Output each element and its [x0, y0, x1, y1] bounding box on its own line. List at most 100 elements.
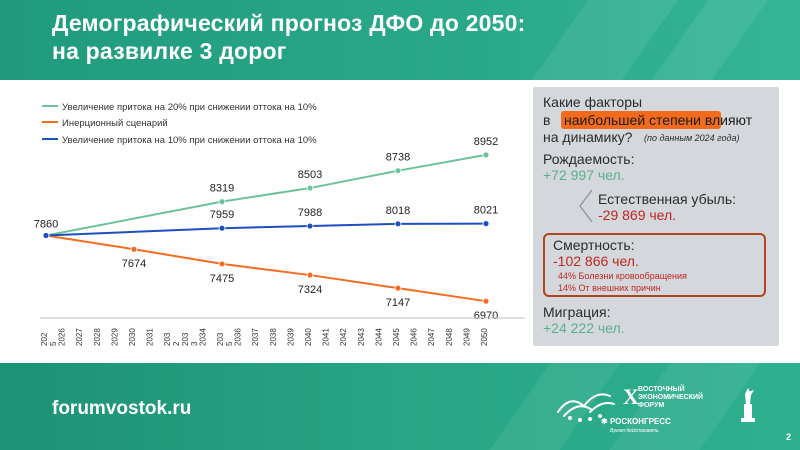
- forum-emblem-icon: [557, 393, 615, 422]
- series-points: [42, 151, 490, 305]
- data-point: [394, 220, 402, 228]
- x-tick-label: 2046: [410, 328, 419, 346]
- roscongress-name: РОСКОНГРЕСС: [609, 417, 671, 426]
- page-number: 2: [786, 432, 792, 442]
- x-tick-label: 2031: [146, 328, 155, 346]
- x-tick-label: 2040: [304, 328, 313, 346]
- question-highlight: [561, 111, 721, 129]
- birth-value: +72 997 чел.: [543, 167, 625, 183]
- data-point: [482, 297, 490, 305]
- x-tick-label: 2029: [110, 328, 119, 346]
- data-label: 8952: [474, 136, 498, 148]
- migration-value: +24 222 чел.: [543, 320, 625, 336]
- x-tick-label: 203: [216, 332, 225, 346]
- data-label: 6970: [474, 310, 498, 322]
- mortality-value: -102 866 чел.: [553, 253, 639, 269]
- x-tick-label: 2038: [269, 328, 278, 346]
- question-highlight-text: наибольшей степени влияют: [564, 112, 753, 128]
- series-line: [45, 222, 487, 237]
- data-label: 8021: [474, 205, 498, 217]
- bracket-icon: [579, 189, 593, 223]
- x-tick-label: 5: [225, 341, 234, 346]
- x-tick-label: 2044: [374, 328, 383, 346]
- footer-banner: [0, 363, 800, 450]
- data-label: 7988: [298, 207, 322, 219]
- x-tick-label: 2043: [357, 328, 366, 346]
- x-tick-label: 2042: [339, 328, 348, 346]
- data-label: 7959: [210, 209, 234, 221]
- mortality-label: Смертность:: [553, 237, 635, 253]
- page-title: Демографический прогноз ДФО до 2050:: [52, 10, 526, 36]
- data-point: [306, 184, 314, 192]
- x-tick-label: 2039: [286, 328, 295, 346]
- website-link[interactable]: forumvostok.ru: [52, 398, 192, 419]
- page-subtitle: на развилке 3 дорог: [52, 38, 287, 64]
- forecast-line-chart: Увеличение притока на 20% при снижении о…: [34, 102, 525, 346]
- x-axis: 202 5 2026 2027 2028 2029 2030 2031 203 2 203 3 2034…: [40, 317, 525, 346]
- data-point: [218, 224, 226, 232]
- migration-label: Миграция:: [543, 304, 611, 320]
- x-tick-label: 2027: [75, 328, 84, 346]
- data-label: 8319: [210, 183, 234, 195]
- data-point: [394, 284, 402, 292]
- x-tick-label: 203: [181, 332, 190, 346]
- monument-icon: [741, 388, 755, 422]
- x-tick-label: 5: [49, 341, 58, 346]
- mortality-cause-circulatory: 44% Болезни кровообращения: [558, 271, 687, 281]
- natural-loss-value: -29 869 чел.: [598, 207, 677, 223]
- x-tick-label: 2030: [128, 328, 137, 346]
- data-point: [218, 198, 226, 206]
- x-tick-label: 2028: [93, 328, 102, 346]
- series-line: [45, 234, 487, 303]
- data-point: [482, 151, 490, 159]
- data-point: [130, 245, 138, 253]
- x-tick-label: 2045: [392, 328, 401, 346]
- data-label: 7324: [298, 284, 322, 296]
- data-label: 7860: [34, 219, 58, 231]
- series-lines: [45, 153, 487, 303]
- legend-label: Инерционный сценарий: [62, 118, 168, 129]
- roscongress-star-icon: ✱: [601, 417, 610, 426]
- x-tick-label: 2048: [445, 328, 454, 346]
- x-tick-label: 2050: [480, 328, 489, 346]
- x-tick-label: 2041: [322, 328, 331, 346]
- forum-name-line2: ЭКОНОМИЧЕСКИЙ: [638, 394, 704, 401]
- birth-label: Рождаемость:: [543, 151, 635, 167]
- data-point: [394, 167, 402, 175]
- legend-label: Увеличение притока на 20% при снижении о…: [62, 102, 317, 113]
- data-point: [218, 260, 226, 268]
- data-point: [482, 220, 490, 228]
- x-tick-label: 3: [190, 341, 199, 346]
- x-tick-label: 2036: [234, 328, 243, 346]
- forum-name-line3: ФОРУМ: [638, 402, 665, 409]
- question-prefix: в: [543, 112, 551, 128]
- x-tick-label: 2: [172, 341, 181, 346]
- header-decoration: [531, 0, 679, 80]
- question-line1: Какие факторы: [543, 94, 643, 110]
- x-tick-label: 2034: [198, 328, 207, 346]
- x-tick-label: 2037: [251, 328, 260, 346]
- forum-name-line1: ВОСТОЧНЫЙ: [638, 386, 685, 393]
- data-label: 7147: [386, 297, 410, 309]
- x-tick-label: 2049: [462, 328, 471, 346]
- data-label: 8018: [386, 205, 410, 217]
- chart-legend: Увеличение притока на 20% при снижении о…: [42, 102, 317, 146]
- data-label: 7674: [122, 258, 146, 270]
- natural-loss-label: Естественная убыль:: [598, 191, 737, 207]
- data-label: 7475: [210, 273, 234, 285]
- mortality-box: [543, 233, 766, 297]
- question-line3: на динамику?: [543, 129, 633, 145]
- x-tick-label: 2047: [427, 328, 436, 346]
- data-point: [306, 222, 314, 230]
- roscongress-logo: ✱ РОСКОНГРЕСС: [601, 417, 671, 426]
- data-label: 8503: [298, 169, 322, 181]
- forum-numeral: X: [623, 384, 639, 409]
- header-banner: Демографический прогноз ДФО до 2050: на …: [0, 0, 800, 80]
- roscongress-tagline: Время действовать: [610, 428, 659, 434]
- mortality-cause-external: 14% От внешних причин: [558, 283, 661, 293]
- data-labels: 8319 8503 8738 8952 7860 7674 7475 7324 7147 6970…: [34, 136, 498, 322]
- data-point: [306, 271, 314, 279]
- question-note: (по данным 2024 года): [644, 133, 740, 143]
- factors-panel: [533, 87, 779, 346]
- x-tick-label: 202: [40, 332, 49, 346]
